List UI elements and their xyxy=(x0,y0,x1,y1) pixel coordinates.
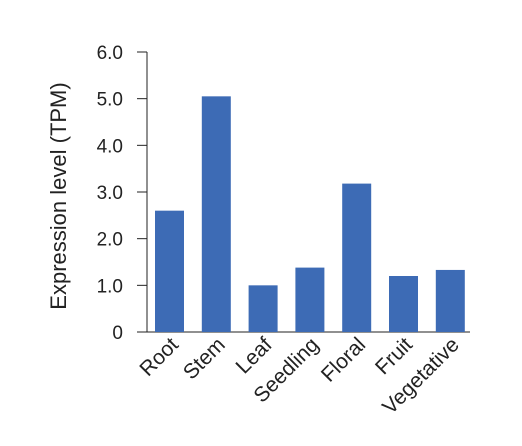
y-axis-title: Expression level (TPM) xyxy=(46,82,71,309)
bar xyxy=(201,96,231,332)
x-tick-label: Stem xyxy=(179,333,230,384)
bar xyxy=(295,267,325,332)
y-tick-label: 5.0 xyxy=(97,90,123,111)
y-tick-label: 3.0 xyxy=(97,183,123,204)
bar xyxy=(155,210,184,332)
y-tick-label: 4.0 xyxy=(97,136,123,157)
y-tick-label: 1.0 xyxy=(97,276,123,297)
y-ticks: 0 1.0 2.0 3.0 4.0 5.0 6.0 xyxy=(97,43,147,344)
y-axis-title-group: Expression level (TPM) xyxy=(46,82,71,309)
bar xyxy=(389,276,418,332)
y-tick-label: 6.0 xyxy=(97,43,123,64)
x-tick-label: Root xyxy=(135,333,183,381)
bar xyxy=(248,285,278,332)
bar xyxy=(435,269,465,332)
x-tick-label: Floral xyxy=(317,333,370,386)
bar xyxy=(342,183,372,332)
y-tick-label: 2.0 xyxy=(97,230,123,251)
y-tick-label: 0 xyxy=(112,323,123,344)
bars xyxy=(155,96,465,332)
